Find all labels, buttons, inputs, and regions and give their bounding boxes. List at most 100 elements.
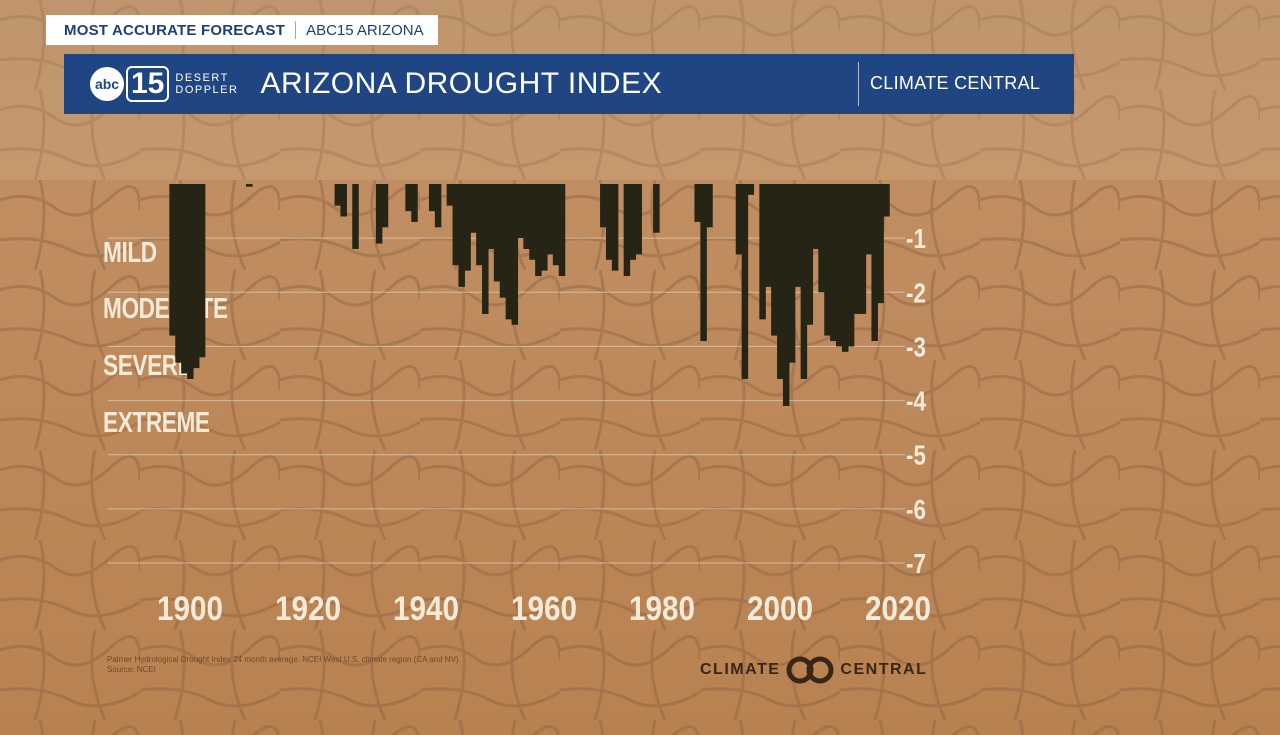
channel-15-logo: 15 bbox=[126, 66, 170, 102]
bar bbox=[759, 184, 766, 320]
bar bbox=[535, 184, 542, 277]
y-tick-label: -2 bbox=[906, 278, 926, 309]
bar bbox=[830, 184, 837, 342]
footnote-source: Source: NCEI bbox=[107, 665, 156, 674]
x-tick-label: 1980 bbox=[629, 590, 695, 628]
bar bbox=[352, 184, 359, 249]
header-tag: MOST ACCURATE FORECAST ABC15 ARIZONA bbox=[46, 15, 438, 45]
bar bbox=[169, 184, 176, 336]
y-tick-label: -4 bbox=[906, 386, 926, 417]
bar bbox=[192, 184, 200, 369]
bar bbox=[653, 184, 660, 233]
bar bbox=[505, 184, 513, 320]
bar bbox=[841, 184, 849, 352]
bar bbox=[847, 184, 855, 347]
bar bbox=[175, 184, 182, 363]
bar bbox=[794, 184, 802, 287]
y-tick-label: -1 bbox=[906, 224, 926, 255]
bar bbox=[771, 184, 778, 336]
bar bbox=[635, 184, 642, 255]
bar bbox=[198, 184, 206, 358]
bar bbox=[600, 184, 607, 228]
bar bbox=[411, 184, 418, 222]
x-tick-label: 1940 bbox=[393, 590, 459, 628]
climate-central-logo: CLIMATE CENTRAL bbox=[700, 656, 927, 684]
logo-line-doppler: DOPPLER bbox=[175, 84, 239, 96]
bar bbox=[493, 184, 501, 282]
bar bbox=[853, 184, 861, 314]
bar bbox=[476, 184, 483, 266]
bar bbox=[777, 184, 784, 379]
x-tick-label: 2020 bbox=[865, 590, 931, 628]
bar bbox=[611, 184, 619, 271]
bar bbox=[741, 184, 749, 379]
bar bbox=[546, 184, 554, 255]
abc-logo: abc bbox=[90, 67, 124, 101]
tag-divider bbox=[295, 21, 297, 39]
bar bbox=[558, 184, 566, 277]
bar bbox=[765, 184, 772, 287]
x-tick-label: 1900 bbox=[157, 590, 223, 628]
y-tick-label: -3 bbox=[906, 332, 926, 363]
bar bbox=[623, 184, 631, 277]
bar bbox=[859, 184, 867, 314]
bar bbox=[700, 184, 707, 342]
bar bbox=[818, 184, 825, 293]
partner-name: CLIMATE CENTRAL bbox=[870, 73, 1041, 93]
bar bbox=[487, 184, 495, 249]
bar bbox=[865, 184, 873, 255]
logo-word-climate: CLIMATE bbox=[700, 661, 781, 678]
bar bbox=[499, 184, 507, 298]
y-tick-label: -5 bbox=[906, 440, 926, 471]
bar bbox=[812, 184, 819, 249]
bar bbox=[482, 184, 489, 314]
bar bbox=[517, 184, 524, 239]
bar bbox=[877, 184, 884, 304]
level-extreme: EXTREME bbox=[103, 407, 210, 439]
bar bbox=[381, 184, 389, 228]
y-axis-ticks: -1 -2 -3 -4 -5 -6 -7 bbox=[906, 224, 926, 580]
bar bbox=[883, 184, 890, 217]
bar bbox=[428, 184, 436, 212]
chart-title: ARIZONA DROUGHT INDEX bbox=[260, 67, 663, 100]
station-name: ABC15 ARIZONA bbox=[306, 21, 424, 39]
bar bbox=[782, 184, 790, 406]
bar bbox=[246, 184, 253, 187]
logo-word-central: CENTRAL bbox=[840, 661, 928, 678]
logo-line-desert: DESERT bbox=[175, 72, 229, 84]
bar bbox=[334, 184, 342, 206]
banner-divider bbox=[858, 62, 859, 106]
bar bbox=[340, 184, 347, 217]
x-axis-ticks: 1900 1920 1940 1960 1980 2000 2020 bbox=[157, 590, 931, 628]
bar bbox=[464, 184, 471, 271]
x-tick-label: 2000 bbox=[747, 590, 813, 628]
bar bbox=[836, 184, 843, 347]
bar bbox=[511, 184, 519, 325]
bar bbox=[375, 184, 383, 244]
title-banner: abc 15 DESERT DOPPLER ARIZONA DROUGHT IN… bbox=[64, 54, 1074, 114]
bar bbox=[694, 184, 701, 222]
level-mild: MILD bbox=[103, 237, 157, 269]
footnote: Palmer Hydrological Drought Index 24 mon… bbox=[107, 655, 461, 675]
bar bbox=[747, 184, 755, 195]
bar bbox=[458, 184, 465, 287]
bar bbox=[452, 184, 460, 266]
x-tick-label: 1960 bbox=[511, 590, 577, 628]
bar bbox=[706, 184, 713, 228]
bar bbox=[470, 184, 477, 233]
level-moderate: MODERATE bbox=[103, 293, 228, 325]
bar bbox=[523, 184, 530, 249]
y-tick-label: -6 bbox=[906, 495, 926, 526]
climate-central-mark-icon bbox=[786, 656, 834, 684]
footnote-method: Palmer Hydrological Drought Index 24 mon… bbox=[107, 655, 461, 664]
bar bbox=[824, 184, 831, 336]
bar bbox=[434, 184, 442, 228]
bar bbox=[788, 184, 796, 363]
bar bbox=[629, 184, 637, 260]
bar bbox=[541, 184, 548, 271]
bar bbox=[735, 184, 743, 255]
y-tick-label: -7 bbox=[906, 549, 926, 580]
bar bbox=[605, 184, 613, 260]
bar bbox=[446, 184, 454, 206]
